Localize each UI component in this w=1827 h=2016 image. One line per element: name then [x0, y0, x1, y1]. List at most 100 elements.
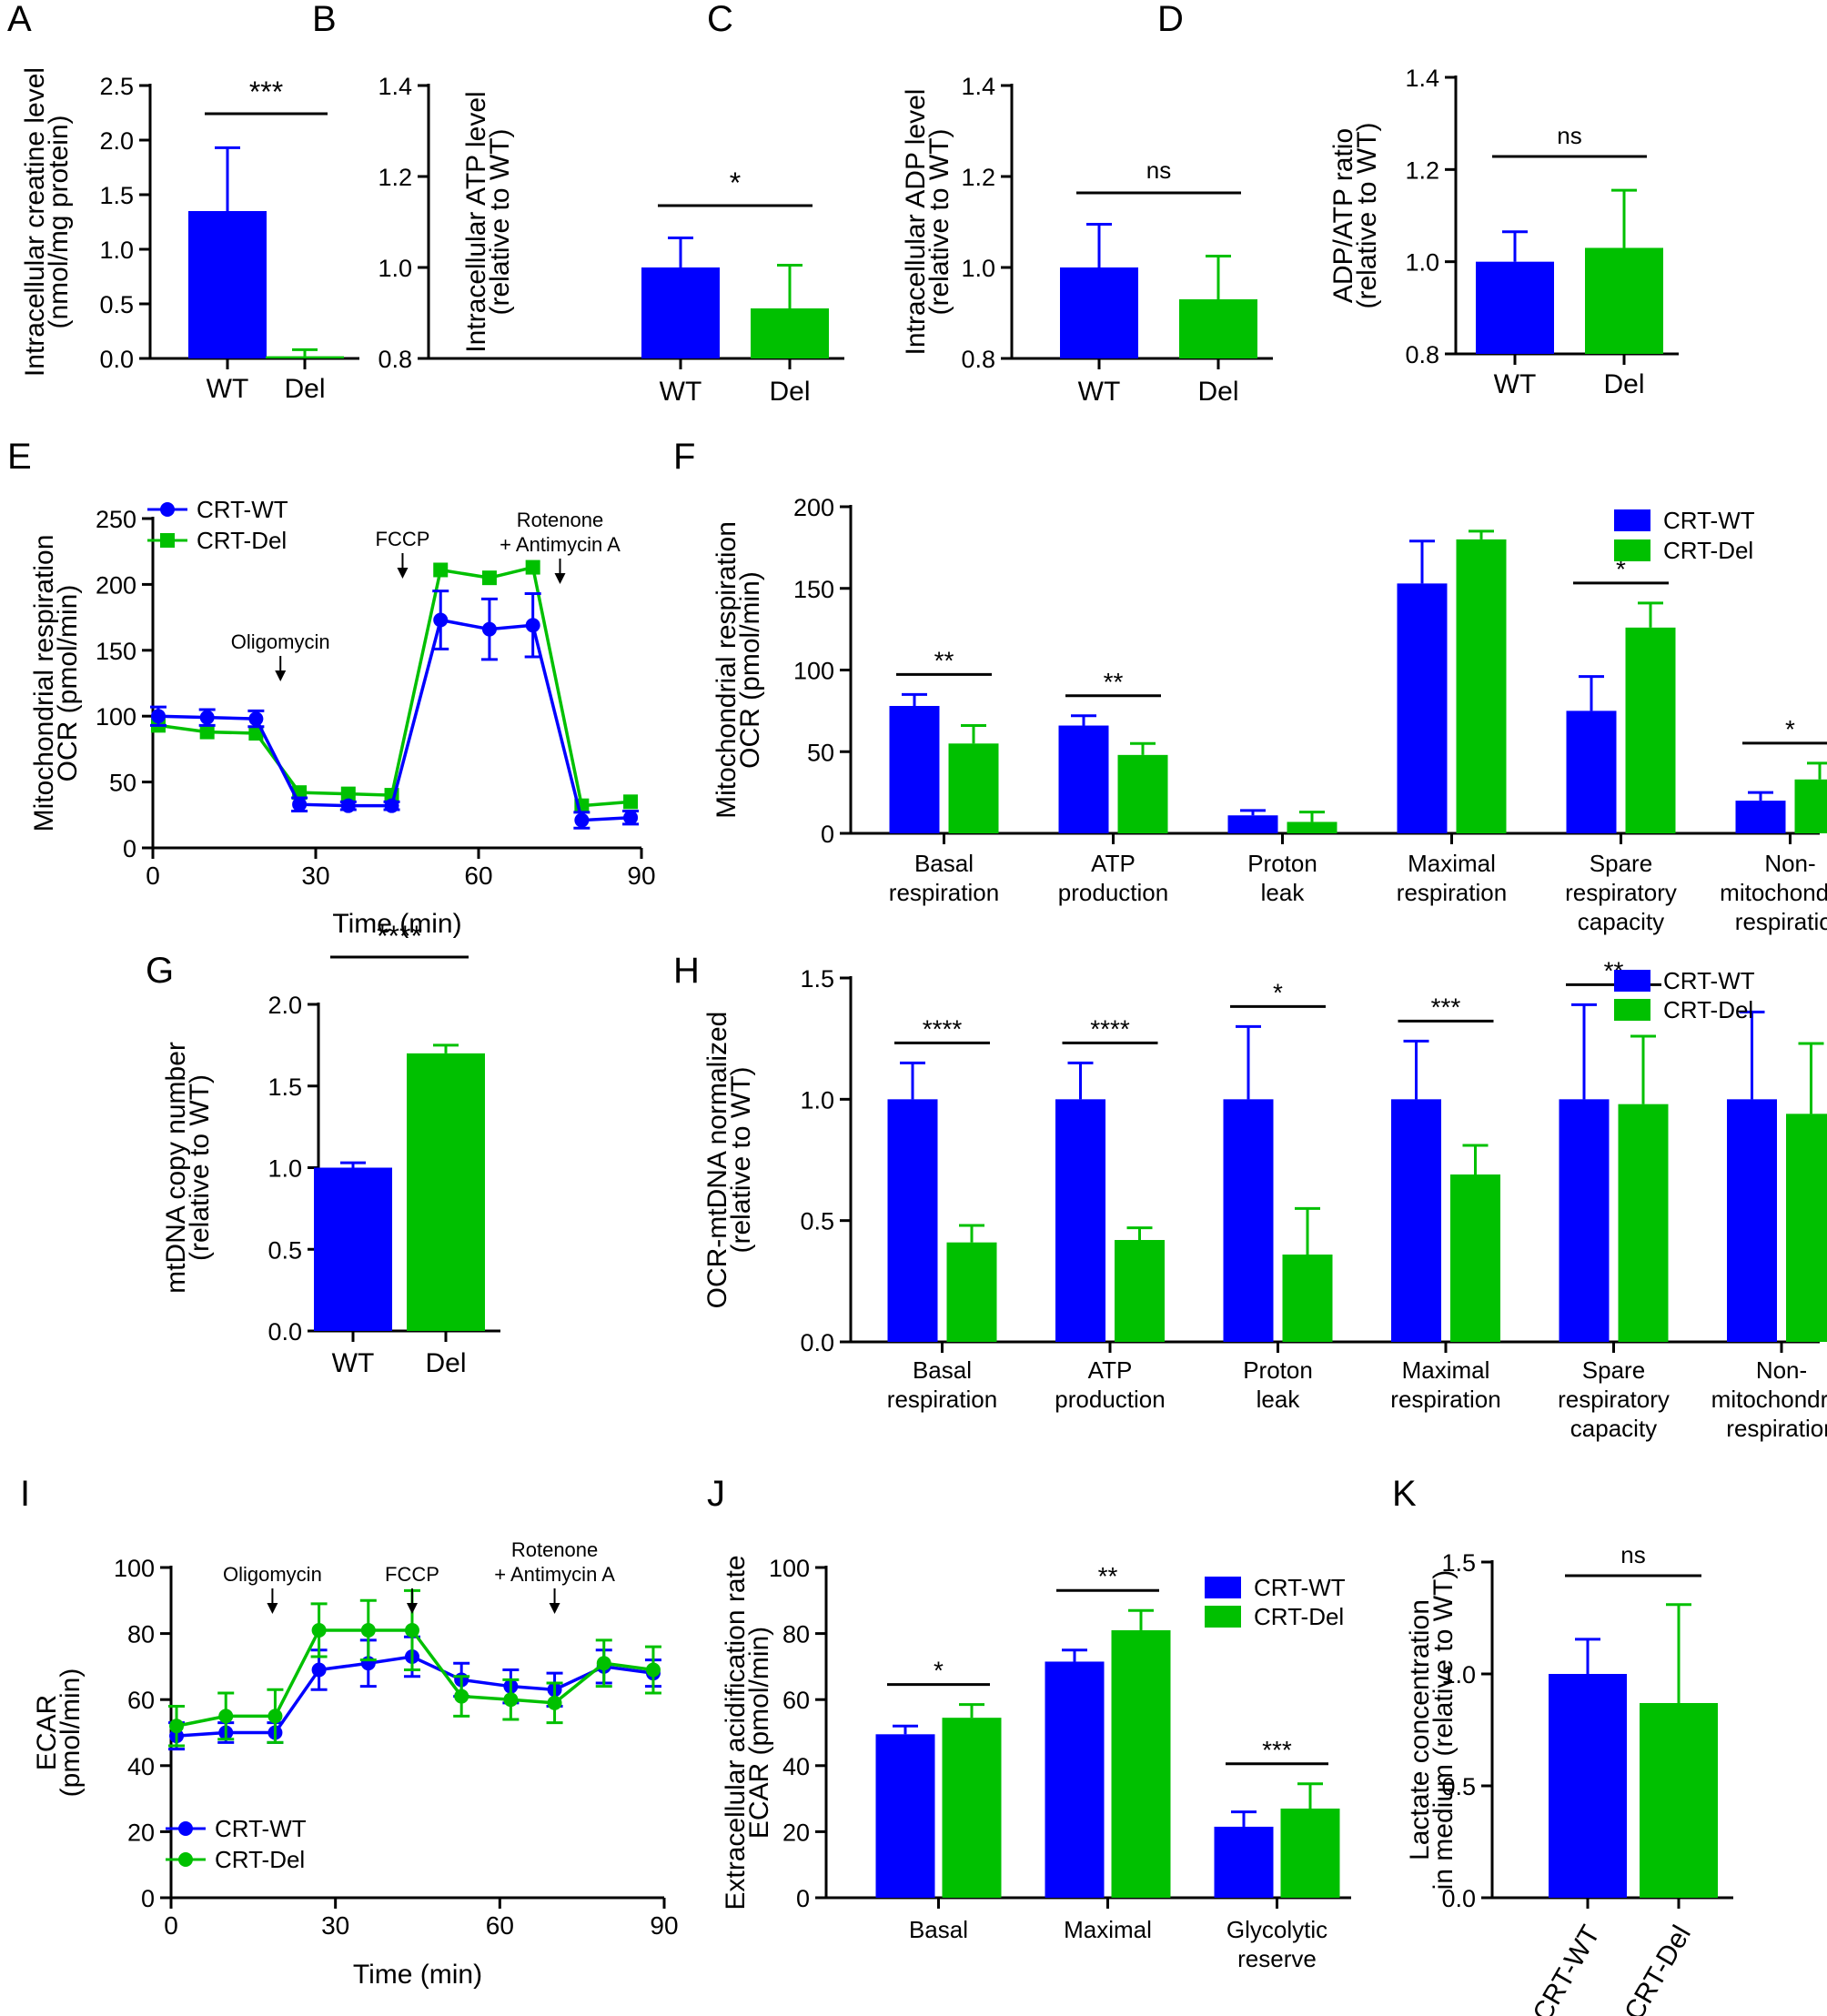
legend-label: CRT-Del: [197, 527, 287, 554]
x-tick-label: 90: [650, 1911, 678, 1940]
bar: [1055, 1099, 1105, 1342]
panel-C: C 0.8 1.0 1.2 1.4 Intracellular ADP level(rel…: [707, 0, 1273, 407]
data-point: [218, 1709, 234, 1724]
bar: [1280, 1808, 1340, 1898]
bar: [314, 1167, 392, 1331]
x-tick-label: CRT-WT: [1527, 1920, 1606, 2016]
x-tick-label: respiration: [1390, 1386, 1500, 1413]
y-tick-label: 2.5: [99, 73, 134, 100]
legend-swatch: [1614, 999, 1650, 1021]
y-axis-label: (relative to WT): [485, 128, 515, 315]
panel-F: F 0 50 100 150 200 Mitochondrial respirationOC…: [673, 437, 1827, 935]
bar: [1618, 1104, 1669, 1342]
y-tick-label: 1.0: [267, 1155, 302, 1183]
x-tick-label: 60: [464, 862, 492, 890]
bar: [1058, 725, 1109, 833]
bar: [641, 267, 720, 358]
y-tick-label: 1.4: [1405, 65, 1439, 92]
x-tick-label: respiration: [887, 1386, 997, 1413]
x-tick-label: Basal: [914, 850, 974, 877]
panel-E: E 0 50 100 150 200 250 Mitochondrial respiratio…: [7, 437, 656, 939]
y-tick-label: 40: [782, 1753, 810, 1780]
bar: [751, 308, 829, 358]
significance-label: *: [1616, 555, 1626, 583]
y-axis-label: Extracellular acidification rate: [721, 1555, 751, 1910]
panel-letter: D: [1157, 0, 1184, 39]
legend-swatch: [1614, 970, 1650, 992]
y-tick-label: 1.2: [961, 164, 995, 191]
panel-D: D 0.8 1.0 1.2 1.4 ADP/ATP ratio(relative to W…: [1157, 0, 1679, 399]
bar: [1794, 779, 1827, 833]
y-tick-label: 20: [782, 1819, 810, 1846]
bar: [188, 211, 267, 358]
bar: [1566, 711, 1617, 833]
panel-letter: C: [707, 0, 733, 39]
data-point: [267, 1709, 283, 1724]
y-tick-label: 100: [96, 703, 136, 731]
legend-label: CRT-Del: [215, 1846, 305, 1873]
y-axis-label: in medium (relative to WT): [1428, 1570, 1459, 1890]
data-point: [384, 798, 399, 813]
y-tick-label: 0.5: [267, 1236, 302, 1264]
bar: [1585, 247, 1663, 354]
significance-label: ns: [1557, 122, 1581, 149]
x-tick-label: respiratory: [1565, 879, 1677, 906]
bar: [1786, 1114, 1827, 1342]
data-point: [199, 710, 215, 725]
annotation-arrowhead: [267, 1603, 278, 1614]
y-tick-label: 0.8: [961, 346, 995, 373]
y-tick-label: 0.0: [1441, 1885, 1476, 1912]
x-tick-label: Del: [1197, 377, 1238, 407]
y-tick-label: 0: [821, 821, 834, 848]
bar: [1549, 1674, 1627, 1898]
y-tick-label: 0.8: [378, 346, 412, 373]
x-tick-label: Del: [284, 374, 325, 404]
y-tick-label: 150: [96, 638, 136, 665]
bar: [1223, 1099, 1274, 1342]
x-tick-label: Maximal: [1408, 850, 1496, 877]
x-tick-label: leak: [1257, 1386, 1301, 1413]
panel-H: H 0.0 0.5 1.0 1.5 OCR-mtDNA normalized(relati…: [673, 951, 1827, 1442]
significance-label: **: [1098, 1562, 1118, 1590]
x-axis-label: Time (min): [353, 1960, 482, 1990]
bar: [1045, 1661, 1105, 1898]
panel-I: I 0 20 40 60 80 100 ECAR(pmol/min) 0 30 60 90 Time (…: [20, 1474, 679, 1990]
legend-label: CRT-WT: [215, 1815, 307, 1842]
panel-letter: H: [673, 951, 700, 991]
data-point: [645, 1662, 661, 1678]
x-tick-label: respiration: [1735, 908, 1827, 935]
panel-letter: B: [312, 0, 337, 39]
y-tick-label: 0: [123, 835, 136, 862]
x-tick-label: respiratory: [1558, 1386, 1670, 1413]
data-point: [311, 1662, 327, 1678]
bar: [266, 356, 344, 358]
data-point: [248, 711, 264, 727]
x-tick-label: respiration: [889, 879, 999, 906]
y-tick-label: 100: [769, 1555, 810, 1582]
y-tick-label: 1.0: [378, 255, 412, 282]
y-tick-label: 1.0: [1405, 249, 1439, 277]
panel-B: B 0.8 1.0 1.2 1.4 Intracellular ATP level(rel…: [312, 0, 844, 407]
y-axis-label: ECAR: [32, 1695, 62, 1770]
x-tick-label: 0: [146, 862, 160, 890]
panel-G: G 0.0 0.5 1.0 1.5 2.0 mtDNA copy number(relati…: [146, 920, 500, 1378]
data-point: [481, 621, 497, 637]
y-tick-label: 60: [782, 1687, 810, 1714]
y-tick-label: 80: [127, 1621, 155, 1648]
x-tick-label: Non-: [1756, 1356, 1807, 1384]
annotation-label: FCCP: [376, 528, 430, 550]
legend-label: CRT-WT: [1663, 967, 1755, 994]
y-axis-label: ECAR (pmol/min): [744, 1627, 774, 1839]
x-tick-label: capacity: [1578, 908, 1664, 935]
x-tick-label: Spare: [1590, 850, 1652, 877]
x-tick-label: Del: [769, 377, 810, 407]
data-point: [340, 786, 356, 801]
significance-label: *: [934, 1657, 944, 1685]
bar: [1115, 1240, 1165, 1342]
y-tick-label: 1.0: [1441, 1661, 1476, 1688]
significance-label: *: [730, 166, 741, 199]
bar: [1735, 801, 1786, 833]
data-point: [623, 810, 639, 825]
bar: [1397, 583, 1448, 833]
y-axis-label: (relative to WT): [1352, 122, 1382, 308]
